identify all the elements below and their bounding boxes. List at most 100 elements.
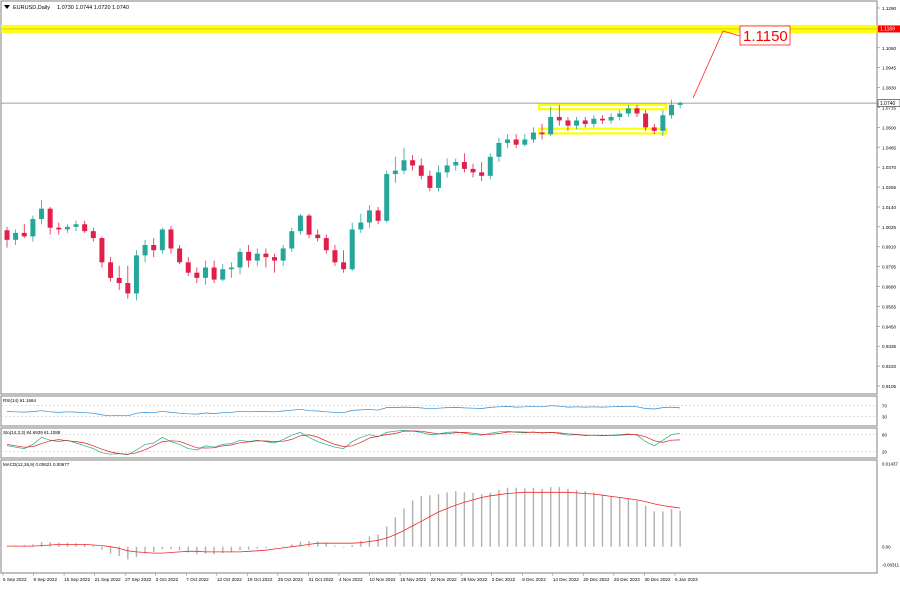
candle[interactable] <box>591 115 597 128</box>
candle[interactable] <box>358 213 364 233</box>
candle[interactable] <box>177 245 183 265</box>
candle[interactable] <box>159 227 165 254</box>
candle[interactable] <box>254 248 260 266</box>
candle[interactable] <box>142 239 148 263</box>
candle[interactable] <box>341 250 347 273</box>
candle[interactable] <box>272 253 278 273</box>
candle[interactable] <box>660 110 666 137</box>
candle[interactable] <box>410 155 416 171</box>
candle[interactable] <box>470 163 476 178</box>
candle[interactable] <box>211 260 217 284</box>
candle[interactable] <box>625 104 631 117</box>
candle[interactable] <box>315 229 321 242</box>
candle[interactable] <box>82 220 88 233</box>
consolidation-range-boxes[interactable] <box>537 103 667 135</box>
candle[interactable] <box>651 123 657 135</box>
candle[interactable] <box>4 226 10 248</box>
candle[interactable] <box>323 234 329 254</box>
candle[interactable] <box>392 156 398 183</box>
target-label-box[interactable] <box>739 25 791 46</box>
candle[interactable] <box>125 265 131 299</box>
rsi-line[interactable] <box>6 405 681 417</box>
candle[interactable] <box>47 206 53 235</box>
candle[interactable] <box>306 213 312 239</box>
macd-signal-line[interactable] <box>7 491 681 554</box>
candle[interactable] <box>548 106 554 137</box>
candle[interactable] <box>366 205 372 228</box>
candle[interactable] <box>427 170 433 192</box>
candle[interactable] <box>375 206 381 225</box>
candle[interactable] <box>617 110 623 121</box>
candle[interactable] <box>56 222 62 235</box>
candle[interactable] <box>608 113 614 124</box>
candle[interactable] <box>461 153 467 173</box>
macd-histogram-bar <box>653 511 655 547</box>
candle[interactable] <box>574 116 580 130</box>
candle[interactable] <box>530 127 536 143</box>
candle[interactable] <box>30 215 36 242</box>
stoch-pane[interactable] <box>0 427 878 459</box>
candle[interactable] <box>280 245 286 266</box>
macd-histogram-bar <box>619 497 621 547</box>
candle[interactable] <box>436 165 441 192</box>
candle[interactable] <box>669 99 675 119</box>
candle[interactable] <box>297 213 303 235</box>
candle[interactable] <box>677 101 683 109</box>
candle[interactable] <box>401 148 407 175</box>
candle[interactable] <box>246 245 252 268</box>
candle[interactable] <box>349 222 355 271</box>
candle[interactable] <box>116 265 122 290</box>
candle[interactable] <box>289 227 295 252</box>
candle[interactable] <box>513 134 519 149</box>
candle-body <box>246 251 252 261</box>
candle[interactable] <box>505 134 511 149</box>
candle[interactable] <box>21 224 27 239</box>
candle[interactable] <box>332 245 338 266</box>
candle[interactable] <box>643 110 649 131</box>
candle[interactable] <box>237 248 243 275</box>
candle[interactable] <box>133 250 139 301</box>
candle[interactable] <box>168 225 174 254</box>
candle[interactable] <box>220 264 226 282</box>
candle[interactable] <box>263 248 269 268</box>
candle[interactable] <box>73 220 79 232</box>
candle[interactable] <box>522 134 528 147</box>
stoch-signal-line[interactable] <box>6 430 681 455</box>
target-arrow-line[interactable] <box>692 30 724 99</box>
candle[interactable] <box>599 115 605 124</box>
candle[interactable] <box>99 236 105 268</box>
candle-body <box>677 103 683 105</box>
candle[interactable] <box>565 116 571 131</box>
candle[interactable] <box>228 262 234 278</box>
candle[interactable] <box>194 267 200 284</box>
candle[interactable] <box>108 257 114 282</box>
candle[interactable] <box>384 170 390 223</box>
box-upper[interactable] <box>537 103 667 111</box>
candle[interactable] <box>418 158 424 180</box>
rsi-pane[interactable] <box>0 395 878 427</box>
chart-menu-triangle-icon[interactable] <box>4 5 10 9</box>
candle[interactable] <box>151 238 157 258</box>
candle[interactable] <box>487 153 493 180</box>
candle[interactable] <box>64 224 70 233</box>
candle[interactable] <box>185 257 191 277</box>
macd-pane[interactable] <box>0 459 878 574</box>
candle[interactable] <box>479 161 485 181</box>
candle-body <box>228 267 234 270</box>
candle[interactable] <box>582 116 588 128</box>
candle[interactable] <box>202 260 208 285</box>
candle[interactable] <box>634 104 640 117</box>
candle[interactable] <box>39 200 45 225</box>
candle[interactable] <box>453 158 459 171</box>
candle[interactable] <box>556 104 562 126</box>
price-pane[interactable] <box>0 0 878 395</box>
candle[interactable] <box>444 158 450 178</box>
candle[interactable] <box>13 229 19 246</box>
box-lower[interactable] <box>537 127 667 135</box>
candle[interactable] <box>90 227 96 242</box>
symbol-label: EURUSD,Daily <box>13 5 50 11</box>
candle[interactable] <box>539 123 545 140</box>
candle[interactable] <box>496 137 502 162</box>
time-tick-label: 13 Oct 2022 <box>217 577 242 582</box>
